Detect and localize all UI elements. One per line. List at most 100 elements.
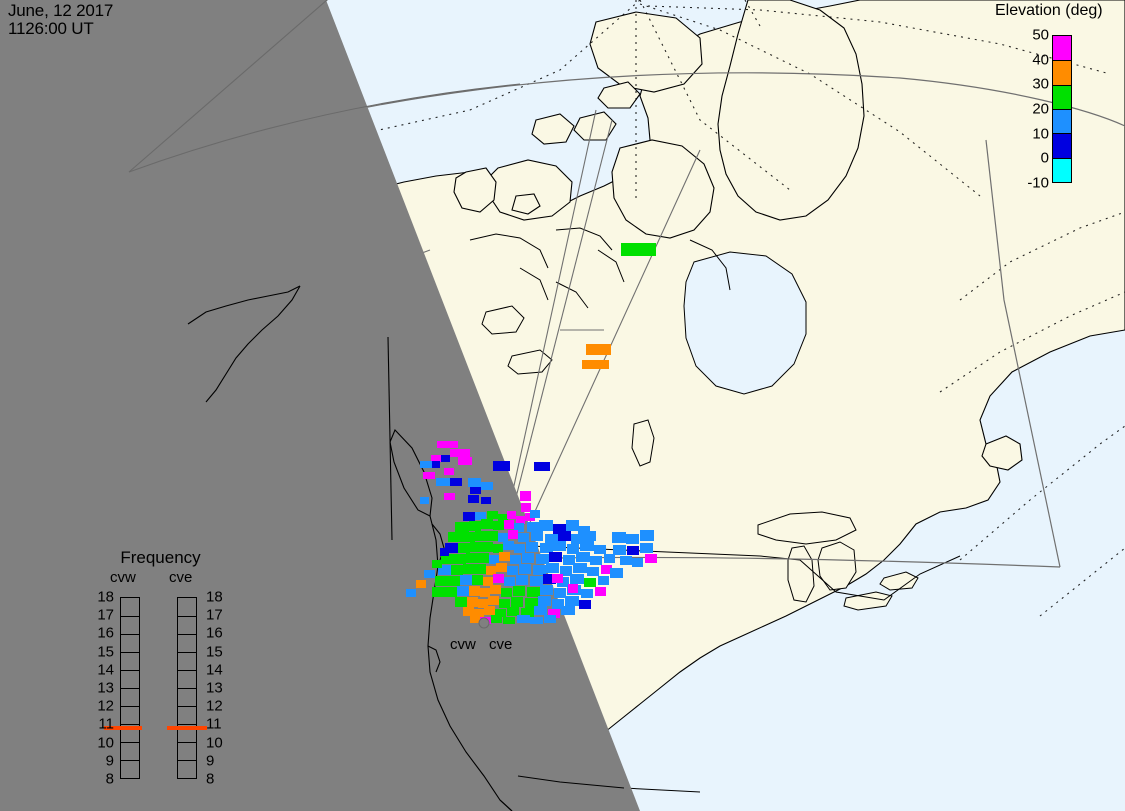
gauge-tick-segment (178, 652, 196, 670)
elevation-band-light-blue (1053, 108, 1071, 134)
us-mexico-border-night (517, 775, 625, 789)
banks-island (453, 167, 497, 213)
elevation-legend: Elevation (deg) 50 40 30 20 10 0 -10 (995, 2, 1123, 192)
gauge-tick-segment (178, 724, 196, 742)
backscatter-cell (521, 608, 534, 617)
frequency-tick-10: 10 (97, 734, 114, 752)
backscatter-cell (560, 566, 572, 576)
backscatter-cell (498, 514, 508, 522)
backscatter-cell (517, 615, 530, 623)
backscatter-cell (567, 544, 579, 554)
backscatter-cell (503, 541, 514, 550)
baffin-island (611, 139, 715, 239)
gauge-tick-segment (178, 742, 196, 760)
backscatter-cell (420, 461, 432, 468)
backscatter-cell (435, 576, 448, 586)
backscatter-cell (406, 589, 416, 597)
backscatter-cell (545, 534, 558, 544)
backscatter-cell (533, 565, 546, 575)
gauge-tick-segment (121, 634, 139, 652)
backscatter-cell (468, 495, 479, 503)
backscatter-cell (584, 578, 596, 587)
frequency-gauge-cve[interactable] (177, 597, 197, 779)
site-label-cvw: cvw (450, 636, 476, 653)
baja-night (499, 799, 513, 811)
lake-huron (817, 541, 857, 591)
elevation-legend-title: Elevation (deg) (995, 2, 1103, 19)
grid-meridian-2 (639, 0, 791, 191)
backscatter-cell (632, 558, 643, 567)
backscatter-cell (491, 615, 502, 623)
backscatter-cell (499, 599, 510, 608)
backscatter-cell (626, 534, 639, 544)
frequency-tick-14: 14 (206, 661, 223, 679)
backscatter-cell (570, 574, 584, 584)
backscatter-cell (455, 522, 469, 532)
backscatter-cell (438, 565, 451, 575)
backscatter-cell (539, 520, 553, 531)
frequency-tick-12: 12 (97, 697, 114, 715)
grid-meridian-6 (744, 0, 761, 27)
elevation-tick-0: 0 (1040, 149, 1049, 167)
backscatter-cell (451, 565, 463, 575)
backscatter-cell (530, 576, 543, 586)
elevation-tick-40: 40 (1032, 51, 1049, 69)
backscatter-cell (469, 586, 480, 596)
gauge-tick-segment (121, 688, 139, 706)
solar-terminator-shadow (0, 0, 640, 811)
elevation-band-magenta (1053, 36, 1071, 61)
backscatter-cell (522, 553, 534, 563)
backscatter-cell (645, 554, 657, 563)
backscatter-cell (493, 544, 503, 553)
backscatter-cell (489, 555, 499, 564)
frequency-tick-13: 13 (206, 679, 223, 697)
backscatter-cell (507, 511, 516, 519)
backscatter-cell (568, 584, 578, 593)
backscatter-cell (508, 530, 518, 539)
backscatter-cell (470, 487, 481, 494)
backscatter-cell (458, 543, 470, 553)
backscatter-cell (416, 580, 426, 588)
backscatter-cell (424, 570, 435, 578)
elevation-band-orange (1053, 60, 1071, 85)
radar-site-marker (478, 617, 490, 629)
backscatter-cell (483, 577, 493, 586)
backscatter-cell (455, 597, 467, 607)
backscatter-cell (495, 609, 506, 617)
backscatter-cell (440, 548, 449, 556)
ca-border (427, 645, 441, 673)
backscatter-cell (478, 553, 489, 563)
frequency-tick-8: 8 (206, 770, 215, 788)
backscatter-cell (454, 554, 466, 564)
backscatter-cell (521, 503, 531, 512)
frame-right-edge (985, 139, 1061, 568)
gauge-header-cvw: cvw (110, 569, 136, 586)
backscatter-cell (582, 360, 609, 369)
backscatter-cell (558, 531, 571, 541)
backscatter-cell (540, 585, 553, 595)
grid-parallel-30 (1039, 547, 1125, 617)
frequency-tick-16: 16 (97, 624, 114, 642)
backscatter-cell (520, 491, 531, 501)
backscatter-cell (526, 542, 538, 552)
backscatter-cell (463, 607, 474, 616)
grid-meridian-5 (647, 5, 1111, 75)
gauge-header-cve: cve (169, 569, 193, 586)
frequency-tick-11: 11 (98, 715, 114, 733)
gauge-tick-segment (178, 670, 196, 688)
frequency-panel-title: Frequency (120, 548, 201, 567)
gauge-tick-segment (121, 760, 139, 778)
backscatter-cell (493, 461, 510, 471)
backscatter-cell (553, 541, 566, 551)
site-label-cve: cve (489, 636, 513, 653)
backscatter-cell (553, 524, 566, 534)
backscatter-cell (552, 574, 563, 583)
frequency-gauge-cvw[interactable] (120, 597, 140, 779)
frame-left-night (128, 0, 328, 173)
backscatter-cell (481, 497, 491, 504)
grid-parallel-50 (939, 291, 1125, 393)
backscatter-cell (565, 596, 579, 606)
backscatter-cell (507, 566, 518, 575)
